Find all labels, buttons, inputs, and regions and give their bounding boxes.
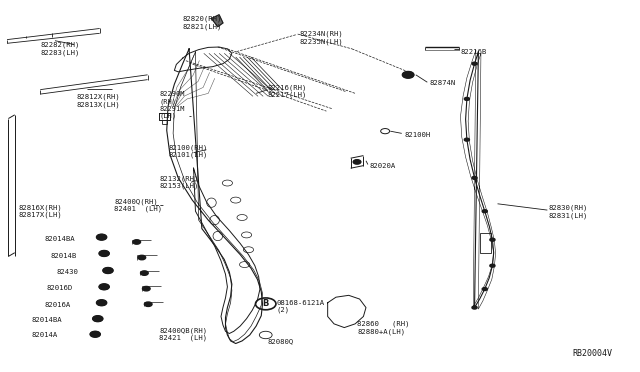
Text: RB20004V: RB20004V: [572, 349, 612, 358]
Text: 82860   (RH)
82880+A(LH): 82860 (RH) 82880+A(LH): [357, 321, 410, 334]
Circle shape: [93, 316, 103, 322]
Circle shape: [482, 288, 487, 291]
Text: 82014BA: 82014BA: [44, 235, 75, 242]
Text: 82132(RH)
82153(LH): 82132(RH) 82153(LH): [159, 175, 198, 189]
Circle shape: [472, 62, 477, 65]
Circle shape: [141, 271, 148, 275]
Circle shape: [99, 250, 109, 256]
Circle shape: [133, 240, 141, 244]
Text: 82016A: 82016A: [44, 302, 70, 308]
Circle shape: [138, 255, 146, 260]
Circle shape: [143, 286, 150, 291]
Circle shape: [97, 300, 107, 306]
Text: 82014BA: 82014BA: [31, 317, 62, 323]
Text: 82282(RH)
82283(LH): 82282(RH) 82283(LH): [40, 42, 79, 56]
Circle shape: [465, 97, 469, 100]
Text: 82014B: 82014B: [51, 253, 77, 259]
Text: 82812X(RH)
82813X(LH): 82812X(RH) 82813X(LH): [76, 94, 120, 108]
Circle shape: [490, 238, 495, 241]
Text: 08168-6121A
(2): 08168-6121A (2): [276, 300, 324, 313]
Text: 82816X(RH)
82817X(LH): 82816X(RH) 82817X(LH): [19, 204, 62, 218]
Polygon shape: [211, 15, 223, 27]
Circle shape: [97, 234, 107, 240]
Text: 82100H: 82100H: [404, 132, 431, 138]
Text: 82234N(RH)
82235N(LH): 82234N(RH) 82235N(LH): [300, 31, 343, 45]
Circle shape: [472, 306, 477, 309]
Text: B: B: [262, 299, 269, 308]
Circle shape: [482, 210, 487, 213]
Text: 82100(RH)
82101(LH): 82100(RH) 82101(LH): [168, 144, 207, 158]
Bar: [479, 233, 491, 253]
Text: 82080Q: 82080Q: [268, 338, 294, 344]
Text: 82016D: 82016D: [47, 285, 73, 291]
Text: 82216B: 82216B: [461, 49, 487, 55]
Text: 82874N: 82874N: [430, 80, 456, 86]
Circle shape: [472, 176, 477, 179]
Text: 82290M
(RH)
82291M
(LH): 82290M (RH) 82291M (LH): [159, 91, 184, 119]
Text: 82820(RH)
82821(LH): 82820(RH) 82821(LH): [182, 16, 222, 30]
Circle shape: [145, 302, 152, 307]
Text: 82014A: 82014A: [31, 332, 58, 338]
Circle shape: [490, 264, 495, 267]
Circle shape: [99, 284, 109, 290]
Text: 82830(RH)
82831(LH): 82830(RH) 82831(LH): [548, 205, 588, 219]
Text: 82400QB(RH)
82421  (LH): 82400QB(RH) 82421 (LH): [159, 327, 207, 341]
Text: 82400Q(RH)
82401  (LH): 82400Q(RH) 82401 (LH): [115, 198, 163, 212]
Circle shape: [403, 71, 414, 78]
Circle shape: [353, 160, 361, 164]
Circle shape: [465, 138, 469, 141]
Circle shape: [90, 331, 100, 337]
Circle shape: [103, 267, 113, 273]
Text: 82020A: 82020A: [370, 163, 396, 169]
Text: 82216(RH)
82217(LH): 82216(RH) 82217(LH): [268, 84, 307, 99]
Text: 82430: 82430: [57, 269, 79, 275]
